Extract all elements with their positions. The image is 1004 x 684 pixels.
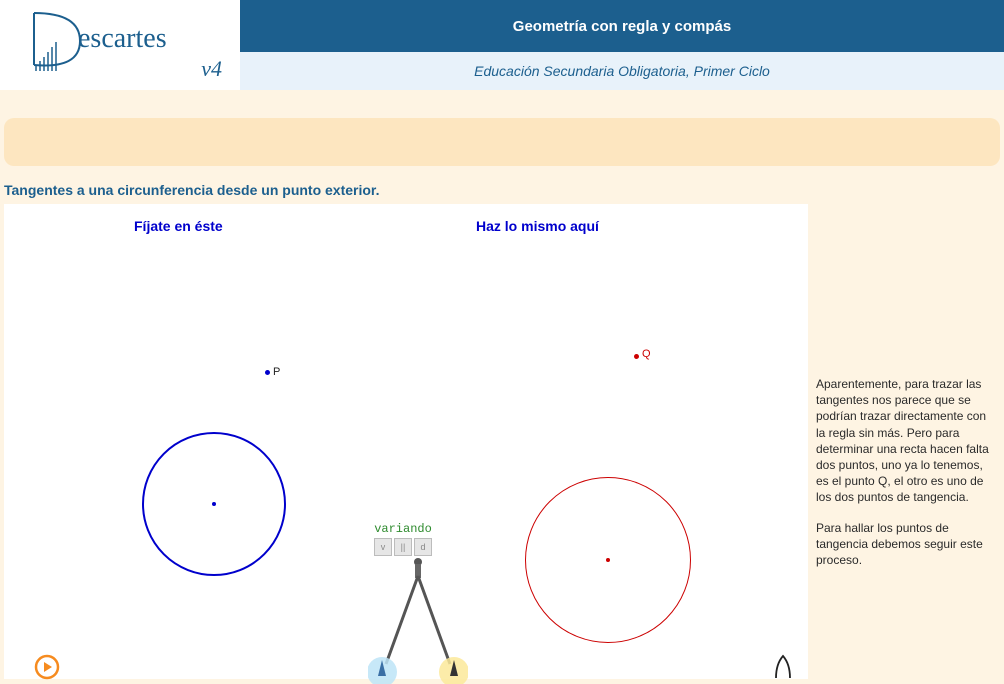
- version-label: v4: [201, 56, 222, 82]
- right-circle-center[interactable]: [606, 558, 610, 562]
- section-title: Tangentes a una circunferencia desde un …: [4, 182, 1004, 198]
- header-right: Geometría con regla y compás Educación S…: [240, 0, 1004, 90]
- point-q[interactable]: [634, 354, 639, 359]
- left-panel-label: Fíjate en éste: [134, 218, 223, 234]
- logo-area: escartes v4: [0, 0, 240, 90]
- right-panel-label: Haz lo mismo aquí: [476, 218, 599, 234]
- explanation-paragraph-1: Aparentemente, para trazar las tangentes…: [816, 376, 990, 506]
- page-title: Geometría con regla y compás: [240, 0, 1004, 52]
- descartes-logo-icon: escartes: [20, 5, 220, 85]
- compass-pointer-icon: [772, 654, 794, 680]
- header: escartes v4 Geometría con regla y compás…: [0, 0, 1004, 90]
- compass-icon[interactable]: [368, 554, 468, 684]
- page-subtitle: Educación Secundaria Obligatoria, Primer…: [240, 52, 1004, 90]
- explanation-text: Aparentemente, para trazar las tangentes…: [808, 204, 996, 582]
- content-row: Fíjate en éste Haz lo mismo aquí P Q var…: [0, 204, 1004, 679]
- play-button-icon[interactable]: [34, 654, 60, 680]
- logo-text: escartes: [78, 23, 167, 54]
- decorative-band: [4, 118, 1000, 166]
- left-circle-center[interactable]: [212, 502, 216, 506]
- explanation-paragraph-2: Para hallar los puntos de tangencia debe…: [816, 520, 990, 569]
- geometry-canvas[interactable]: Fíjate en éste Haz lo mismo aquí P Q var…: [4, 204, 808, 679]
- point-p[interactable]: [265, 370, 270, 375]
- point-p-label: P: [273, 366, 280, 378]
- controls-label: variando: [374, 522, 432, 536]
- animation-controls: variando v || d: [374, 522, 432, 556]
- point-q-label: Q: [642, 348, 651, 360]
